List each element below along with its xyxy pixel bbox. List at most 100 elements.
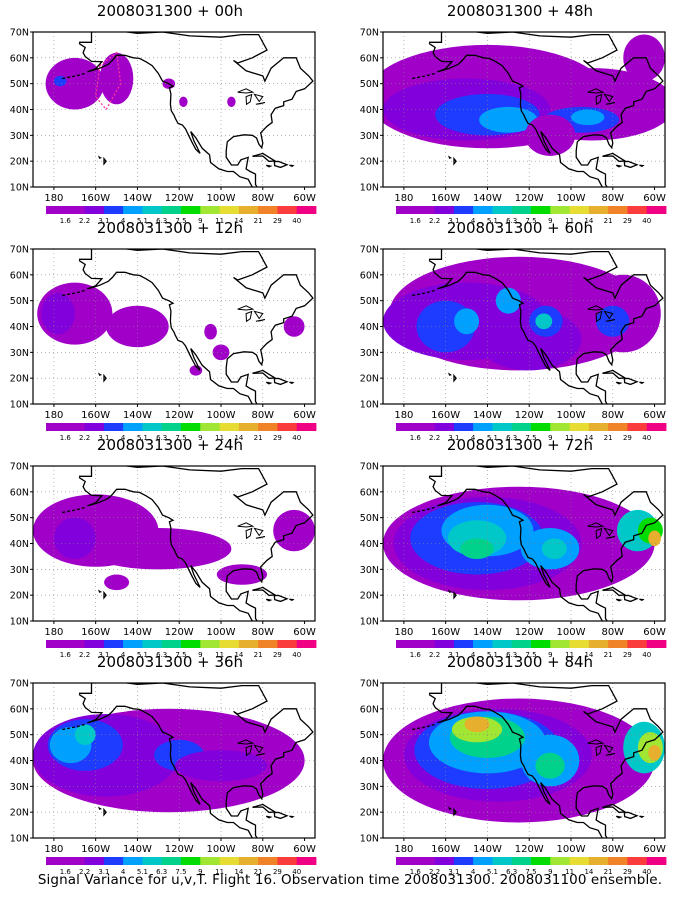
contour-region <box>175 750 267 782</box>
latitude-label: 30N <box>10 348 29 359</box>
latitude-label: 40N <box>10 105 29 116</box>
colorbar-swatch <box>277 857 298 865</box>
colorbar-label: 29 <box>623 868 632 876</box>
colorbar-label: 14 <box>584 868 593 876</box>
colorbar-label: 21 <box>604 434 613 442</box>
colorbar-swatch <box>627 423 648 431</box>
longitude-label: 60W <box>643 844 666 855</box>
colorbar-swatch <box>569 423 590 431</box>
coastline <box>62 32 314 187</box>
contour-region <box>535 752 565 779</box>
colorbar-swatch <box>103 640 124 648</box>
colorbar-swatch <box>473 423 493 431</box>
colorbar-swatch <box>453 423 474 431</box>
panel-title: 2008031300 + 60h <box>446 219 594 237</box>
colorbar-label: 7.5 <box>175 651 186 659</box>
longitude-label: 60W <box>293 193 316 204</box>
colorbar-swatch <box>588 423 609 431</box>
colorbar-label: 1.6 <box>60 868 72 876</box>
latitude-label: 50N <box>360 513 379 524</box>
longitude-label: 120W <box>515 193 544 204</box>
colorbar-swatch <box>258 206 278 214</box>
colorbar-label: 29 <box>623 651 632 659</box>
colorbar-swatch <box>296 640 317 648</box>
colorbar-label: 6.3 <box>506 434 517 442</box>
latitude-label: 40N <box>360 539 379 550</box>
longitude-label: 120W <box>165 410 194 421</box>
colorbar-swatch <box>531 857 551 865</box>
colorbar-swatch <box>219 640 240 648</box>
colorbar-swatch <box>396 206 416 214</box>
colorbar-label: 29 <box>273 651 282 659</box>
contour-region <box>495 287 521 314</box>
colorbar-swatch <box>531 206 551 214</box>
colorbar-label: 29 <box>273 434 282 442</box>
colorbar: 1.6 2.2 3.1 4 5.1 6.3 7.5 9 11 14 21 29 40 <box>396 640 667 659</box>
colorbar: 1.6 2.2 3.1 4 5.1 6.3 7.5 9 11 14 21 29 40 <box>46 857 317 876</box>
figure-caption: Signal Variance for u,v,T. Flight 16. Ob… <box>37 872 663 888</box>
colorbar-swatch <box>181 423 201 431</box>
longitude-label: 160W <box>81 627 110 638</box>
contour-region <box>45 57 104 110</box>
colorbar-swatch <box>296 423 317 431</box>
latitude-label: 30N <box>360 782 379 793</box>
colorbar-label: 1.6 <box>60 651 72 659</box>
latitude-label: 50N <box>10 296 29 307</box>
colorbar-label: 5.1 <box>487 217 498 225</box>
colorbar-label: 11 <box>565 434 574 442</box>
colorbar-label: 21 <box>604 868 613 876</box>
colorbar-label: 6.3 <box>506 217 517 225</box>
colorbar-swatch <box>434 857 455 865</box>
colorbar-swatch <box>569 206 590 214</box>
colorbar-label: 4 <box>471 434 476 442</box>
latitude-label: 20N <box>360 374 379 385</box>
longitude-label: 60W <box>293 844 316 855</box>
colorbar-swatch <box>453 857 474 865</box>
contour-region <box>41 292 75 335</box>
longitude-label: 80W <box>601 844 624 855</box>
longitude-label: 100W <box>557 627 586 638</box>
latitude-label: 10N <box>360 617 379 628</box>
latitude-label: 60N <box>10 487 29 498</box>
colorbar-swatch <box>646 206 667 214</box>
colorbar-swatch <box>453 640 474 648</box>
latitude-label: 40N <box>10 539 29 550</box>
colorbar-swatch <box>142 423 163 431</box>
longitude-label: 120W <box>165 193 194 204</box>
colorbar-label: 7.5 <box>525 217 536 225</box>
colorbar-label: 9 <box>198 651 202 659</box>
colorbar-label: 9 <box>548 868 552 876</box>
colorbar-label: 5.1 <box>137 434 148 442</box>
latitude-label: 20N <box>360 808 379 819</box>
colorbar-swatch <box>142 857 163 865</box>
latitude-label: 10N <box>360 400 379 411</box>
colorbar-label: 4 <box>121 868 126 876</box>
longitude-label: 160W <box>431 627 460 638</box>
latitude-label: 70N <box>10 245 29 256</box>
colorbar-label: 14 <box>584 434 593 442</box>
colorbar-label: 21 <box>254 217 263 225</box>
colorbar-swatch <box>103 857 124 865</box>
colorbar-label: 4 <box>471 651 476 659</box>
variance-map: 70N 60N 50N 40N 30N 20N 10N 180 160W 140W 120W 100W… <box>360 245 667 442</box>
colorbar-swatch <box>65 206 85 214</box>
map-panel: 2008031300 + 84h 70N 60N 50N 40N 30N 20N 10N 180… <box>350 651 690 876</box>
longitude-label: 180 <box>44 193 63 204</box>
colorbar-swatch <box>200 423 220 431</box>
contour-region <box>460 538 494 559</box>
latitude-label: 20N <box>10 157 29 168</box>
colorbar-swatch <box>511 206 532 214</box>
colorbar-label: 2.2 <box>79 651 90 659</box>
colorbar-label: 6.3 <box>156 434 167 442</box>
longitude-label: 120W <box>515 627 544 638</box>
longitude-label: 60W <box>643 410 666 421</box>
latitude-label: 20N <box>10 374 29 385</box>
colorbar-swatch <box>65 640 85 648</box>
latitude-label: 40N <box>360 322 379 333</box>
longitude-label: 120W <box>165 844 194 855</box>
colorbar-swatch <box>277 640 298 648</box>
panel-title: 2008031300 + 00h <box>96 2 244 20</box>
colorbar-label: 29 <box>273 868 282 876</box>
colorbar-swatch <box>181 206 201 214</box>
colorbar-label: 14 <box>584 217 593 225</box>
